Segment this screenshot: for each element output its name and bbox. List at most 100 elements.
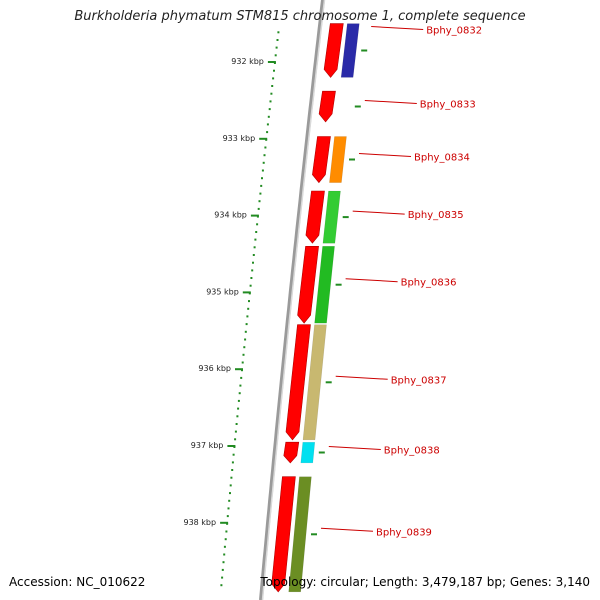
minor-tick <box>247 307 250 310</box>
minor-tick <box>221 576 224 579</box>
minor-tick <box>274 54 277 57</box>
gene-label: Bphy_0838 <box>384 446 440 457</box>
cds-arrow <box>271 476 296 593</box>
label-leader-line <box>352 210 405 215</box>
cds-arrow <box>283 441 300 464</box>
minor-tick <box>229 484 232 487</box>
gene-category-bar <box>288 476 312 593</box>
outer-tick <box>342 216 349 219</box>
minor-tick <box>237 399 240 402</box>
minor-tick <box>237 407 240 410</box>
label-leader-line <box>371 26 424 30</box>
minor-tick <box>226 515 229 518</box>
gene-track <box>271 23 368 593</box>
gene-label: Bphy_0839 <box>376 527 432 538</box>
map-title: Burkholderia phymatum STM815 chromosome … <box>74 9 526 24</box>
minor-tick <box>223 553 226 556</box>
minor-tick <box>251 269 254 272</box>
minor-tick <box>224 538 227 541</box>
minor-tick <box>249 284 252 287</box>
gene-category-bar <box>300 441 316 464</box>
minor-tick <box>253 246 256 249</box>
minor-tick <box>264 146 267 149</box>
gene-label: Bphy_0837 <box>391 375 447 386</box>
minor-tick <box>228 499 231 502</box>
minor-tick <box>243 346 246 349</box>
gene-category-bar <box>302 324 327 441</box>
minor-tick <box>239 384 242 387</box>
cds-arrow <box>285 324 311 441</box>
minor-tick <box>242 353 245 356</box>
outer-tick <box>361 49 368 52</box>
minor-tick <box>268 108 271 111</box>
minor-tick <box>258 200 261 203</box>
outer-tick <box>349 158 355 161</box>
gene-category-bar <box>340 23 360 78</box>
minor-tick <box>234 438 237 441</box>
minor-tick <box>230 476 233 479</box>
genome-backbone <box>259 0 325 600</box>
minor-tick <box>229 492 231 495</box>
gene-labels: Bphy_0832 Bphy_0833 Bphy_0834 Bphy_0835 Bphy… <box>320 26 482 538</box>
genome-backbone-highlight <box>261 0 326 600</box>
outer-tick <box>318 451 325 454</box>
minor-tick <box>254 238 257 241</box>
minor-tick <box>244 338 247 341</box>
minor-tick <box>222 561 225 564</box>
outer-tick <box>311 533 317 536</box>
minor-tick <box>240 376 243 379</box>
minor-tick <box>262 161 265 164</box>
minor-tick <box>244 330 247 333</box>
minor-tick <box>275 46 278 49</box>
minor-tick <box>238 392 241 395</box>
gene-label: Bphy_0834 <box>414 153 470 164</box>
minor-tick <box>263 154 266 157</box>
minor-tick <box>241 361 244 364</box>
minor-tick <box>223 545 226 548</box>
minor-tick <box>256 223 259 226</box>
minor-tick <box>235 423 238 425</box>
cds-arrow <box>305 190 325 244</box>
minor-tick <box>252 261 254 264</box>
label-leader-line <box>335 375 388 380</box>
scale-tick-label: 936 kbp <box>198 364 231 373</box>
minor-tick <box>272 77 275 80</box>
minor-tick <box>248 300 250 303</box>
minor-tick <box>250 277 253 279</box>
scale-tick-label: 937 kbp <box>191 441 224 450</box>
minor-tick <box>270 92 273 95</box>
scale-tick-label: 933 kbp <box>223 134 256 143</box>
minor-tick <box>261 177 263 180</box>
minor-tick <box>227 507 230 510</box>
cds-arrow <box>297 246 319 324</box>
label-leader-line <box>328 446 381 450</box>
minor-tick <box>225 530 228 533</box>
minor-tick <box>234 430 237 433</box>
cds-arrow <box>312 136 331 184</box>
gene-label: Bphy_0835 <box>408 210 464 221</box>
cds-arrow <box>323 23 344 78</box>
minor-tick <box>231 469 234 471</box>
gene-label: Bphy_0833 <box>420 100 476 111</box>
minor-tick <box>277 31 280 34</box>
scale-tick-label: 935 kbp <box>206 287 239 296</box>
scale-tick-label: 938 kbp <box>183 518 216 527</box>
minor-tick <box>266 123 269 126</box>
scale-ticks: 932 kbp 933 kbp 934 kbp 935 kbp 936 kbp 937 k… <box>183 31 280 587</box>
minor-tick <box>273 69 275 72</box>
label-leader-line <box>320 527 374 532</box>
gene-label: Bphy_0832 <box>426 26 482 37</box>
gene-category-bar <box>329 136 347 183</box>
minor-tick <box>231 461 234 464</box>
minor-tick <box>246 315 249 318</box>
minor-tick <box>220 584 223 587</box>
minor-tick <box>267 115 270 118</box>
label-leader-line <box>358 153 412 157</box>
cds-arrow <box>318 90 336 123</box>
minor-tick <box>245 323 248 326</box>
minor-tick <box>276 39 279 41</box>
minor-tick <box>252 254 255 256</box>
scale-tick-label: 932 kbp <box>231 57 264 66</box>
gene-category-bar <box>322 190 341 244</box>
